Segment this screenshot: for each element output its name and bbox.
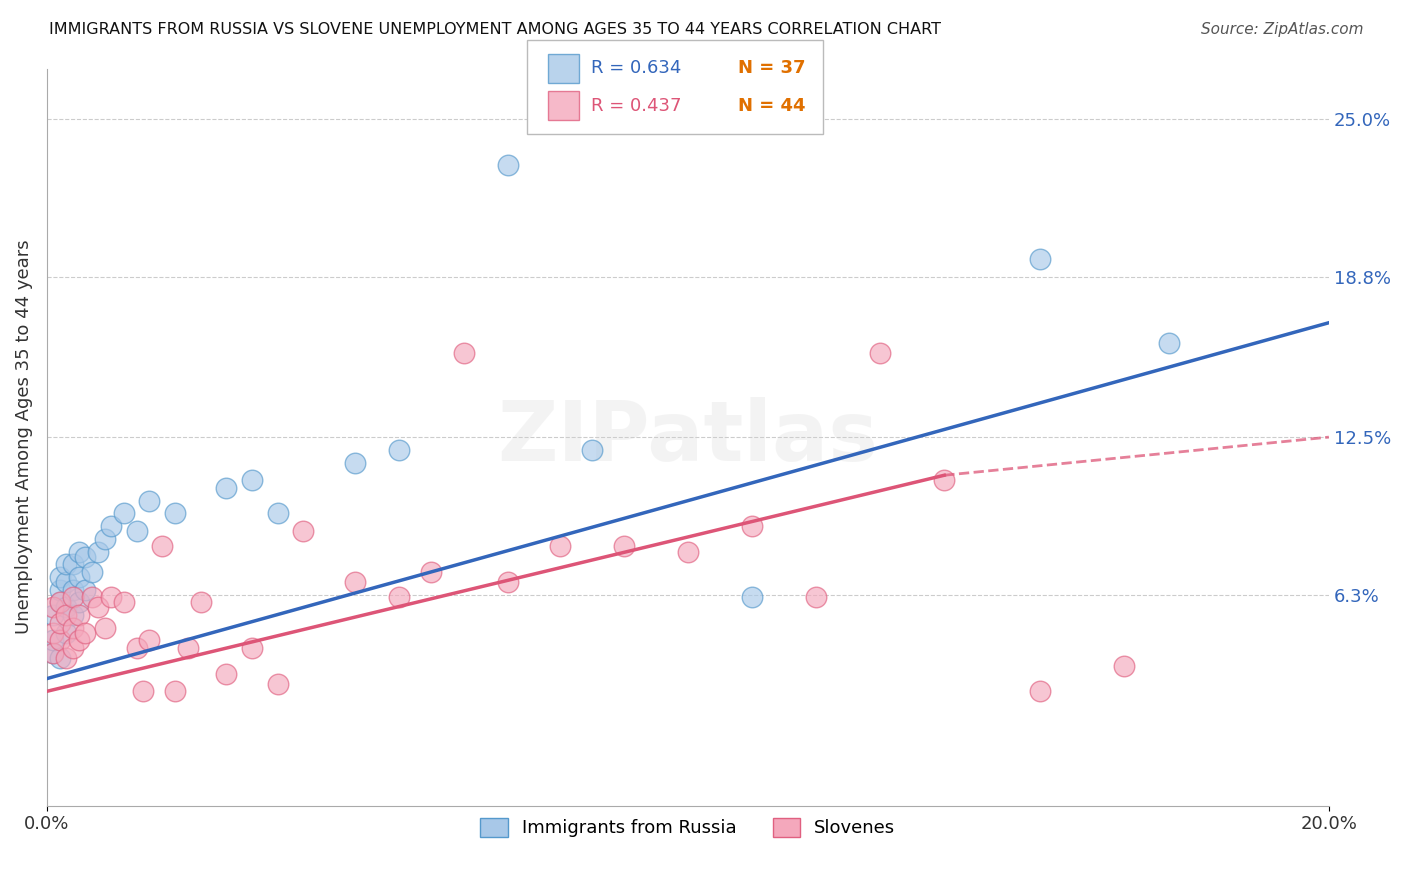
Point xyxy=(75,625,97,640)
Point xyxy=(67,608,90,623)
Point xyxy=(62,621,84,635)
Point xyxy=(42,646,65,660)
Point xyxy=(112,507,135,521)
Point xyxy=(676,544,699,558)
Point xyxy=(215,666,238,681)
Point xyxy=(42,646,65,660)
Point xyxy=(42,600,65,615)
Point xyxy=(1029,684,1052,698)
Point xyxy=(67,570,90,584)
Text: R = 0.437: R = 0.437 xyxy=(591,96,681,114)
Point xyxy=(804,591,827,605)
Point xyxy=(55,600,77,615)
Point xyxy=(165,507,187,521)
Point xyxy=(498,158,520,172)
Point xyxy=(240,641,263,656)
Point xyxy=(55,608,77,623)
Point xyxy=(240,473,263,487)
Point xyxy=(343,574,366,589)
Point xyxy=(132,684,155,698)
Point xyxy=(48,633,70,648)
Point xyxy=(42,625,65,640)
Point xyxy=(150,540,173,554)
Point xyxy=(453,346,475,360)
Point xyxy=(1029,252,1052,267)
Point xyxy=(80,565,103,579)
Point xyxy=(741,519,763,533)
Point xyxy=(55,574,77,589)
Point xyxy=(934,473,956,487)
Point xyxy=(62,608,84,623)
Point xyxy=(75,582,97,597)
Point xyxy=(75,549,97,564)
Legend: Immigrants from Russia, Slovenes: Immigrants from Russia, Slovenes xyxy=(474,811,903,845)
Point xyxy=(48,582,70,597)
Point xyxy=(388,442,411,457)
Point xyxy=(581,442,603,457)
Point xyxy=(1112,659,1135,673)
Point xyxy=(215,481,238,495)
Point xyxy=(138,633,160,648)
Point xyxy=(125,524,148,538)
Text: IMMIGRANTS FROM RUSSIA VS SLOVENE UNEMPLOYMENT AMONG AGES 35 TO 44 YEARS CORRELA: IMMIGRANTS FROM RUSSIA VS SLOVENE UNEMPL… xyxy=(49,22,941,37)
Point xyxy=(67,544,90,558)
Point xyxy=(190,595,212,609)
Text: R = 0.634: R = 0.634 xyxy=(591,60,681,78)
Point xyxy=(48,615,70,630)
Point xyxy=(62,582,84,597)
Point xyxy=(112,595,135,609)
Point xyxy=(177,641,200,656)
Point xyxy=(42,608,65,623)
Point xyxy=(548,540,571,554)
Y-axis label: Unemployment Among Ages 35 to 44 years: Unemployment Among Ages 35 to 44 years xyxy=(15,240,32,634)
Point xyxy=(266,676,288,690)
Point xyxy=(87,600,110,615)
Point xyxy=(62,591,84,605)
Point xyxy=(67,633,90,648)
Text: ZIPatlas: ZIPatlas xyxy=(498,397,879,477)
Point xyxy=(93,532,115,546)
Point xyxy=(48,595,70,609)
Text: Source: ZipAtlas.com: Source: ZipAtlas.com xyxy=(1201,22,1364,37)
Point xyxy=(80,591,103,605)
Text: N = 37: N = 37 xyxy=(738,60,806,78)
Point xyxy=(87,544,110,558)
Point xyxy=(138,493,160,508)
Point xyxy=(62,558,84,572)
Point xyxy=(55,558,77,572)
Point xyxy=(48,595,70,609)
Point xyxy=(1157,336,1180,351)
Point xyxy=(100,519,122,533)
Point xyxy=(125,641,148,656)
Point xyxy=(869,346,891,360)
Text: N = 44: N = 44 xyxy=(738,96,806,114)
Point xyxy=(613,540,636,554)
Point xyxy=(292,524,315,538)
Point xyxy=(388,591,411,605)
Point xyxy=(67,595,90,609)
Point xyxy=(420,565,443,579)
Point xyxy=(741,591,763,605)
Point xyxy=(42,633,65,648)
Point xyxy=(266,507,288,521)
Point xyxy=(48,651,70,665)
Point xyxy=(55,651,77,665)
Point xyxy=(62,641,84,656)
Point xyxy=(165,684,187,698)
Point xyxy=(498,574,520,589)
Point xyxy=(55,625,77,640)
Point xyxy=(93,621,115,635)
Point xyxy=(48,570,70,584)
Point xyxy=(343,456,366,470)
Point xyxy=(100,591,122,605)
